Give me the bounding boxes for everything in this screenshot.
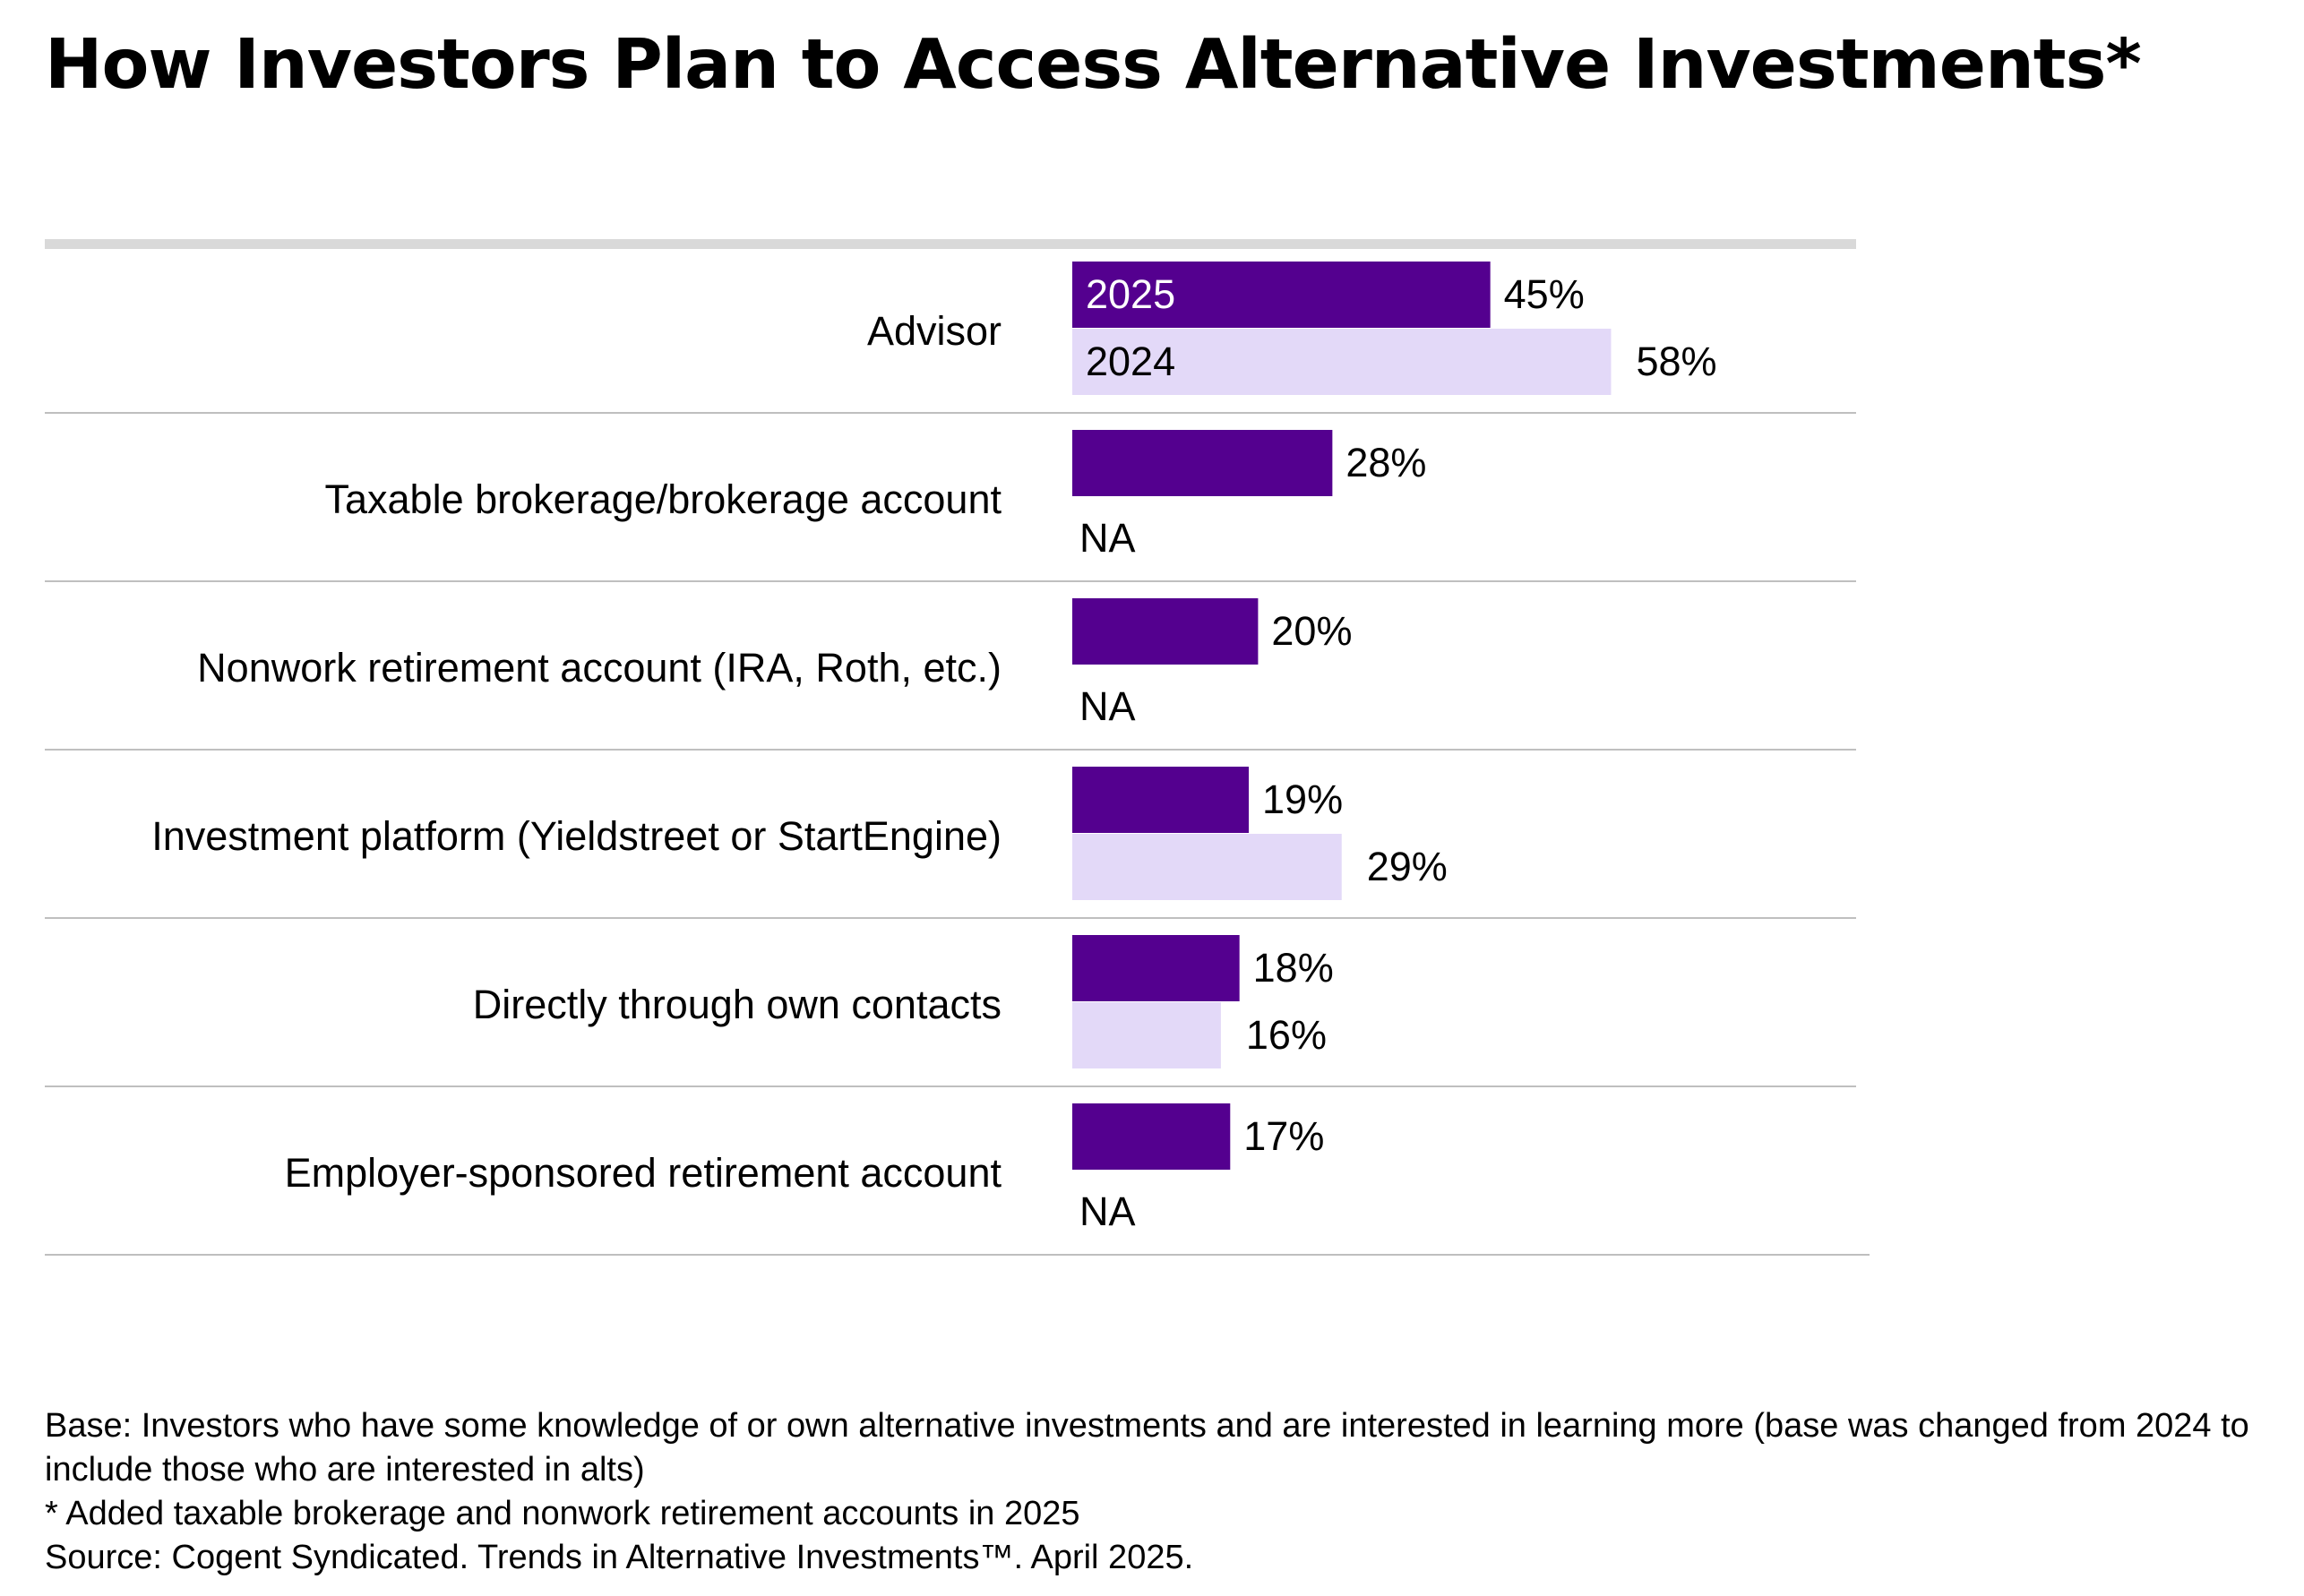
category-label: Nonwork retirement account (IRA, Roth, e… (197, 645, 1002, 691)
value-label-2025: 17% (1243, 1113, 1324, 1159)
category-label: Directly through own contacts (473, 982, 1002, 1027)
bar-2024 (1072, 329, 1612, 395)
na-label-2024: NA (1079, 683, 1136, 729)
category-label: Advisor (867, 308, 1002, 354)
row-divider (45, 917, 1856, 919)
footnotes: Base: Investors who have some knowledge … (45, 1404, 2266, 1580)
na-label-2024: NA (1079, 515, 1136, 561)
category-label: Investment platform (Yieldstreet or Star… (151, 813, 1002, 859)
na-label-2024: NA (1079, 1188, 1136, 1234)
bar-chart: Advisor 45% 58% 2025 2024 Taxable brokerage/b… (45, 239, 1870, 1256)
row-divider (45, 749, 1856, 751)
bar-2025 (1072, 430, 1333, 496)
chart-title: How Investors Plan to Access Alternative… (45, 25, 2142, 105)
category-label: Employer-sponsored retirement account (285, 1150, 1002, 1196)
legend-2024: 2024 (1086, 339, 1175, 384)
value-label-2025: 20% (1271, 608, 1352, 654)
category-label: Taxable brokerage/brokerage account (325, 476, 1002, 522)
added-note: * Added taxable brokerage and nonwork re… (45, 1495, 1080, 1532)
bar-2024 (1072, 834, 1342, 900)
top-rule (45, 239, 1856, 249)
bar-2025 (1072, 935, 1240, 1001)
value-label-2025: 28% (1345, 440, 1426, 485)
value-label-2025: 19% (1262, 777, 1343, 822)
bar-2025 (1072, 1103, 1231, 1170)
value-label-2024: 29% (1367, 844, 1448, 889)
value-label-2024: 58% (1636, 339, 1716, 384)
bar-2025 (1072, 598, 1259, 665)
legend-2025: 2025 (1086, 271, 1175, 317)
value-label-2025: 45% (1504, 271, 1585, 317)
value-label-2025: 18% (1253, 945, 1334, 991)
row-divider (45, 1085, 1856, 1087)
bar-2025 (1072, 767, 1250, 833)
base-note: Base: Investors who have some knowledge … (45, 1407, 2249, 1489)
row-divider (45, 1254, 1870, 1256)
value-label-2024: 16% (1246, 1012, 1327, 1058)
row-divider (45, 580, 1856, 582)
bar-2024 (1072, 1002, 1221, 1068)
source-note: Source: Cogent Syndicated. Trends in Alt… (45, 1539, 1194, 1576)
bar-2025 (1072, 262, 1491, 328)
row-divider (45, 412, 1856, 414)
